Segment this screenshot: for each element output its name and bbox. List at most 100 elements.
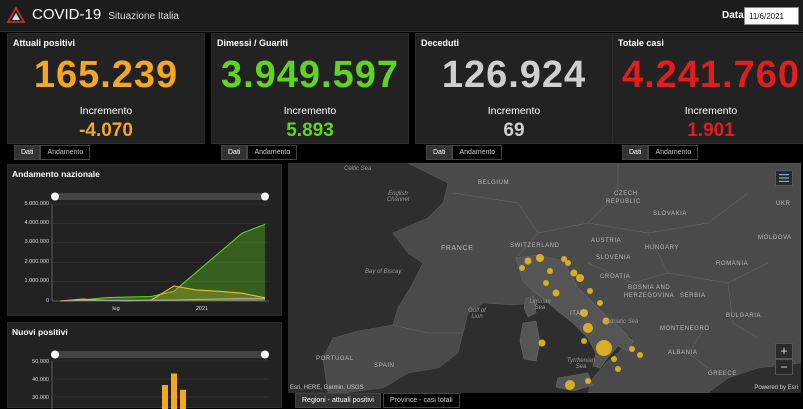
map-tab-province[interactable]: Province - casi totali — [383, 393, 460, 408]
region-marker[interactable] — [543, 280, 549, 286]
y-tick-label: 1.000.000 — [25, 278, 49, 284]
map-label: Celtic Sea — [344, 166, 372, 172]
series-bar — [162, 385, 168, 409]
map-label: Ligurian Sea — [529, 299, 551, 311]
map-label: REPUBLIC — [606, 199, 641, 205]
region-marker[interactable] — [519, 265, 525, 271]
region-marker[interactable] — [536, 254, 544, 262]
chart-panel-new: Nuovi positivi 50.000 40.000 30.000 — [7, 322, 282, 409]
map-label: BOSNIA AND — [628, 285, 671, 291]
map-label: SPAIN — [374, 363, 395, 369]
tab-andamento[interactable]: Andamento — [452, 145, 503, 160]
sardinia — [519, 320, 541, 362]
map-powered-by[interactable]: Powered by Esri — [754, 385, 798, 391]
tab-dati[interactable]: Dati — [622, 145, 649, 160]
card-increment-value: 1.901 — [687, 120, 735, 141]
map-attribution: Esri, HERE, Garmin, USGS — [290, 385, 364, 391]
region-marker[interactable] — [597, 300, 603, 306]
card-increment-label: Incremento — [487, 105, 541, 117]
region-marker[interactable] — [611, 356, 617, 362]
card-increment-label: Incremento — [283, 105, 337, 117]
chart-title: Andamento nazionale — [12, 169, 100, 179]
range-slider-handle-right[interactable] — [261, 350, 269, 359]
chart-national-svg: 5.000.000 4.000.000 3.000.000 2.000.000 … — [25, 192, 269, 312]
map-label: SERBIA — [680, 293, 706, 299]
map-label: GREECE — [708, 371, 737, 377]
region-marker[interactable] — [524, 257, 532, 265]
card-tabs-1: Dati Andamento — [14, 145, 91, 160]
range-slider-handle-left[interactable] — [51, 192, 59, 201]
region-marker[interactable] — [615, 366, 621, 372]
card-tabs-4: Dati Andamento — [622, 145, 699, 160]
region-marker[interactable] — [581, 338, 587, 344]
card-increment-value: -4.070 — [79, 120, 133, 141]
region-marker[interactable] — [565, 260, 571, 266]
date-input[interactable]: 11/6/2021 — [744, 7, 799, 25]
y-tick-label: 5.000.000 — [25, 201, 49, 207]
region-marker[interactable] — [580, 309, 588, 317]
region-marker[interactable] — [565, 380, 575, 390]
y-tick-label: 30.000 — [32, 395, 49, 401]
country-borders — [392, 163, 769, 369]
region-marker[interactable] — [552, 289, 560, 297]
tab-dati[interactable]: Dati — [426, 145, 453, 160]
region-marker[interactable] — [583, 323, 593, 333]
map-label: Bay of Biscay — [365, 269, 402, 275]
card-tabs-2: Dati Andamento — [221, 145, 298, 160]
map-label: English Channel — [386, 191, 410, 203]
region-marker[interactable] — [570, 269, 578, 277]
tab-dati[interactable]: Dati — [14, 145, 41, 160]
card-value: 4.241.760 — [621, 54, 801, 96]
range-slider-handle-left[interactable] — [51, 350, 59, 359]
zoom-out-button[interactable]: − — [775, 359, 793, 375]
region-marker[interactable] — [561, 256, 567, 262]
map-label: SWITZERLAND — [510, 243, 560, 249]
map-view[interactable]: Celtic Sea English Channel BELGIUM CZECH… — [288, 163, 801, 393]
map-label: Gulf of Lion — [468, 308, 486, 320]
tab-dati[interactable]: Dati — [221, 145, 248, 160]
tab-andamento[interactable]: Andamento — [247, 145, 298, 160]
region-marker[interactable] — [538, 339, 546, 347]
map-basemap — [288, 163, 801, 393]
card-value: 3.949.597 — [220, 54, 400, 96]
region-marker[interactable] — [637, 352, 643, 358]
date-label: Data — [722, 10, 744, 21]
region-marker[interactable] — [576, 274, 584, 282]
region-marker[interactable] — [547, 268, 553, 274]
map-tab-regioni[interactable]: Regioni - attuali positivi — [295, 393, 381, 408]
legend-list-icon[interactable] — [775, 170, 793, 186]
map-label: SLOVENIA — [596, 255, 631, 261]
card-increment-value: 5.893 — [286, 120, 334, 141]
map-label: Tyrrhenian Sea — [566, 358, 596, 370]
map-label: ROMANIA — [716, 261, 749, 267]
range-slider-handle-right[interactable] — [261, 192, 269, 201]
map-label: MONTENEGRO — [660, 326, 710, 332]
chart-title: Nuovi positivi — [12, 327, 68, 337]
card-title: Deceduti — [421, 38, 460, 48]
y-tick-label: 50.000 — [32, 359, 49, 365]
map-label: SLOVAKIA — [653, 211, 688, 217]
map-label: AUSTRIA — [591, 238, 622, 244]
region-marker[interactable] — [629, 346, 635, 352]
card-deceduti: Deceduti 126.924 Incremento 69 — [415, 33, 613, 144]
range-slider-track[interactable] — [52, 193, 269, 200]
region-marker[interactable] — [585, 378, 591, 384]
region-marker[interactable] — [602, 317, 610, 325]
region-marker[interactable] — [587, 288, 593, 294]
map-label: MOLDOVA — [758, 235, 792, 241]
y-tick-label: 3.000.000 — [25, 239, 49, 245]
list-icon — [779, 174, 789, 182]
region-marker[interactable] — [596, 340, 612, 356]
app-title-main: COVID-19 — [32, 6, 102, 23]
card-increment-label: Incremento — [79, 105, 133, 117]
tab-andamento[interactable]: Andamento — [40, 145, 91, 160]
card-increment-value: 69 — [503, 120, 525, 141]
zoom-in-button[interactable]: + — [775, 343, 793, 359]
card-dimessi-guariti: Dimessi / Guariti 3.949.597 Incremento 5… — [211, 33, 409, 144]
tab-andamento[interactable]: Andamento — [648, 145, 699, 160]
card-title: Attuali positivi — [13, 38, 76, 48]
map-label: FRANCE — [441, 245, 474, 252]
range-slider-track[interactable] — [52, 351, 269, 358]
chart-new-svg: 50.000 40.000 30.000 — [32, 350, 269, 409]
map-label: HERZEGOVINA — [624, 293, 675, 299]
